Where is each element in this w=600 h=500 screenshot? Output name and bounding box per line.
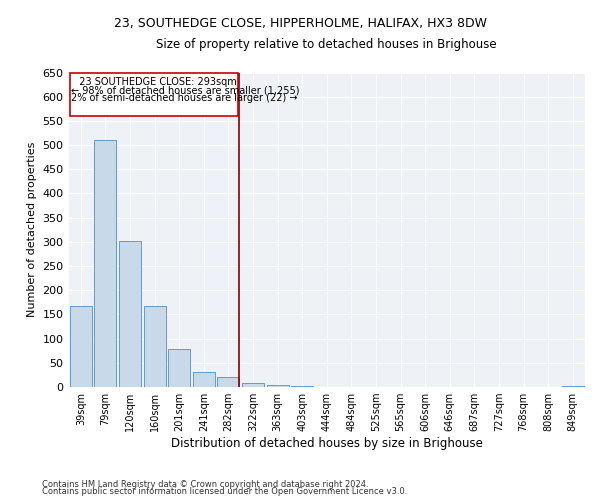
Bar: [217, 378, 239, 387]
Bar: [193, 372, 215, 387]
Bar: [266, 384, 289, 387]
Bar: [168, 350, 190, 387]
Bar: [291, 386, 313, 387]
Text: 23, SOUTHEDGE CLOSE, HIPPERHOLME, HALIFAX, HX3 8DW: 23, SOUTHEDGE CLOSE, HIPPERHOLME, HALIFA…: [113, 18, 487, 30]
Y-axis label: Number of detached properties: Number of detached properties: [27, 142, 37, 318]
Text: 2% of semi-detached houses are larger (22) →: 2% of semi-detached houses are larger (2…: [71, 93, 298, 103]
Bar: [119, 241, 141, 387]
Title: Size of property relative to detached houses in Brighouse: Size of property relative to detached ho…: [157, 38, 497, 51]
Text: 23 SOUTHEDGE CLOSE: 293sqm: 23 SOUTHEDGE CLOSE: 293sqm: [73, 78, 237, 88]
Text: Contains public sector information licensed under the Open Government Licence v3: Contains public sector information licen…: [42, 487, 407, 496]
X-axis label: Distribution of detached houses by size in Brighouse: Distribution of detached houses by size …: [171, 437, 483, 450]
Bar: [562, 386, 584, 387]
Bar: [70, 74, 238, 116]
Text: ← 98% of detached houses are smaller (1,255): ← 98% of detached houses are smaller (1,…: [71, 85, 299, 95]
Bar: [70, 306, 92, 387]
Bar: [242, 383, 264, 387]
Text: Contains HM Land Registry data © Crown copyright and database right 2024.: Contains HM Land Registry data © Crown c…: [42, 480, 368, 489]
Bar: [143, 306, 166, 387]
Bar: [94, 140, 116, 387]
